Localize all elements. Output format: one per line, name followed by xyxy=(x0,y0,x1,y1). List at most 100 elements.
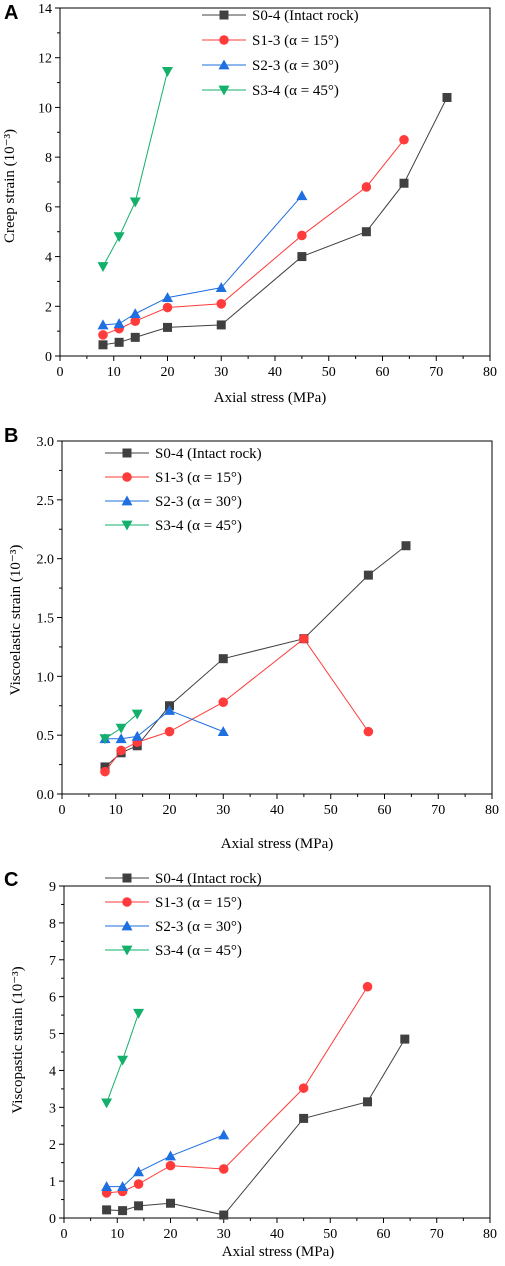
panel-c-series-0-point xyxy=(219,1210,229,1220)
panel-c-series-1-point xyxy=(133,1179,144,1189)
panel-c-series-0-point xyxy=(299,1113,309,1123)
panel-b-plot-frame xyxy=(61,440,493,795)
panel-a-legend-label-2: S2-3 (α = 30°) xyxy=(252,58,339,74)
panel-c-x-tick-label: 10 xyxy=(110,1227,124,1242)
panel-c-legend-marker-0 xyxy=(122,873,132,883)
panel-a-legend-label-3: S3-4 (α = 45°) xyxy=(252,83,339,99)
panel-b: B 0 10 20 30 40 50 60 70 80 0.0 0.5 1.0 1.5 2.0 2.5 3.0… xyxy=(4,425,499,852)
panel-c-y-tick-label: 1 xyxy=(49,1175,56,1190)
panel-b-series-2-point xyxy=(164,704,175,715)
panel-a-y-tick-label: 12 xyxy=(38,52,52,67)
panel-c-legend-marker-1 xyxy=(122,897,132,907)
panel-b-legend-marker-3 xyxy=(121,520,133,531)
panel-a-x-tick-label: 80 xyxy=(483,365,497,380)
panel-b-legend-marker-0 xyxy=(122,448,132,458)
panel-b-y-tick-label: 1.0 xyxy=(37,670,55,685)
panel-a-series-0-point xyxy=(297,252,307,262)
panel-c-series-0-line xyxy=(106,1038,406,1216)
panel-a-series-2-point xyxy=(129,308,141,319)
panel-c-y-tick-label: 2 xyxy=(49,1138,56,1153)
panel-a-series-2-point xyxy=(113,318,125,329)
panel-c-series-1-point xyxy=(218,1164,229,1174)
panel-c-series-0-point xyxy=(400,1034,410,1044)
panel-c-legend-marker-2 xyxy=(121,920,133,931)
panel-a-series-0-point xyxy=(98,340,108,350)
panel-c-series-0-point xyxy=(118,1206,128,1216)
panel-b-series-1-point xyxy=(363,726,374,737)
panel-a-series-0-point xyxy=(114,337,124,347)
panel-c-x-tick-label: 80 xyxy=(483,1227,497,1242)
panel-b-x-tick-label: 20 xyxy=(163,803,177,818)
panel-a-x-tick-label: 30 xyxy=(214,365,228,380)
panel-b-y-tick-label: 0.5 xyxy=(37,729,55,744)
panel-c-x-tick-label: 40 xyxy=(270,1227,284,1242)
panel-c-series-2-point xyxy=(165,1150,176,1161)
panel-a-series-0-point xyxy=(442,92,452,102)
panel-c-series-3-point xyxy=(117,1055,129,1066)
panel-b-series-0-point xyxy=(401,541,411,551)
panel-b-y-tick-label: 2.5 xyxy=(37,494,55,509)
panel-b-x-tick-label: 70 xyxy=(431,803,445,818)
panel-a-series-0-point xyxy=(399,178,409,188)
panel-a-series-1-point xyxy=(162,302,173,313)
panel-a-legend-marker-1 xyxy=(219,35,229,45)
panel-a-series-0-point xyxy=(216,320,226,330)
panel-a-series-3-point xyxy=(162,66,173,77)
panel-c-series-1-point xyxy=(362,981,373,992)
panel-c-series-0-point xyxy=(102,1205,112,1215)
panel-a-legend-marker-0 xyxy=(219,10,229,20)
panel-c-legend-marker-3 xyxy=(121,945,133,956)
panel-a-y-tick-label: 10 xyxy=(38,101,52,116)
panel-c-x-axis-title: Axial stress (MPa) xyxy=(222,1244,335,1260)
panel-b-series-2-point xyxy=(217,726,229,737)
panel-c-series-0-point xyxy=(166,1198,175,1208)
panel-c-x-tick-label: 30 xyxy=(217,1227,231,1242)
panel-a-series-0-point xyxy=(163,322,172,332)
panel-b-legend-marker-1 xyxy=(122,472,132,482)
panel-b-series-2-point xyxy=(131,730,143,741)
panel-a-y-tick-label: 2 xyxy=(45,300,52,315)
panel-a-series-3-line xyxy=(102,71,168,267)
panel-a-series-0-point xyxy=(361,227,371,237)
panel-c-y-tick-label: 8 xyxy=(49,917,56,932)
panel-a-series-0-line xyxy=(102,97,448,346)
panel-c-y-tick-label: 0 xyxy=(49,1212,56,1227)
panel-c-x-tick-label: 70 xyxy=(430,1227,444,1242)
panel-c-marks: 0 10 20 30 40 50 60 70 80 0 1 2 3 4 5 6 7 8 9 S0-4 (Intact … xyxy=(49,871,497,1242)
panel-b-series-3-point xyxy=(115,723,127,734)
panel-c-series-2-line xyxy=(106,1134,224,1188)
panel-a-series-1-point xyxy=(399,134,409,145)
panel-a-series-1-point xyxy=(98,330,108,340)
panel-c-series-1-point xyxy=(298,1083,309,1093)
panel-b-legend-label-1: S1-3 (α = 15°) xyxy=(155,470,242,486)
panel-b-series-0-line xyxy=(104,545,407,768)
panel-c-y-tick-label: 5 xyxy=(49,1028,56,1043)
panel-b-series-1-point xyxy=(116,745,126,756)
panel-a-x-axis-title: Axial stress (MPa) xyxy=(214,390,327,406)
panel-b-series-0-point xyxy=(218,654,228,664)
panel-a-series-3-point xyxy=(97,262,109,273)
panel-b-x-tick-label: 30 xyxy=(216,803,230,818)
panel-a-y-tick-label: 4 xyxy=(45,251,52,266)
panel-b-legend-label-2: S2-3 (α = 30°) xyxy=(155,494,242,510)
panel-a-series-2-point xyxy=(215,282,227,293)
panel-c-legend-label-3: S3-4 (α = 45°) xyxy=(155,943,242,959)
panel-a-legend-label-1: S1-3 (α = 15°) xyxy=(252,33,339,49)
panel-a-legend-label-0: S0-4 (Intact rock) xyxy=(252,8,359,24)
panel-b-x-tick-label: 0 xyxy=(59,803,66,818)
panel-c-legend-label-1: S1-3 (α = 15°) xyxy=(155,895,242,911)
panel-b-series-1-point xyxy=(100,766,110,777)
panel-a-series-2-point xyxy=(296,190,308,201)
panel-a-x-tick-label: 20 xyxy=(161,365,175,380)
panel-a-series-1-point xyxy=(216,299,227,309)
panel-label-b: B xyxy=(4,425,18,447)
panel-a-series-0-point xyxy=(130,332,140,342)
panel-c-plot-frame xyxy=(63,885,491,1219)
panel-a-y-tick-label: 14 xyxy=(38,2,52,17)
panel-b-marks: 0 10 20 30 40 50 60 70 80 0.0 0.5 1.0 1.5 2.0 2.5 3.0 S0… xyxy=(37,435,500,818)
panel-c-y-axis-title: Viscopastic strain (10⁻³) xyxy=(10,966,26,1113)
panel-b-series-1-point xyxy=(164,726,175,737)
panel-a-x-tick-label: 50 xyxy=(322,365,336,380)
panel-b-x-tick-label: 40 xyxy=(270,803,284,818)
panel-a-series-2-point xyxy=(162,292,173,302)
